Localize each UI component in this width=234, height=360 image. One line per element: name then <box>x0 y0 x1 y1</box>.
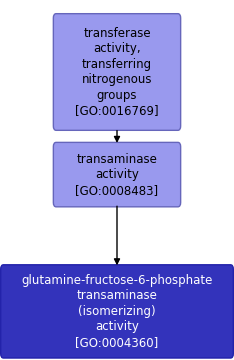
FancyBboxPatch shape <box>53 14 181 130</box>
Text: glutamine-fructose-6-phosphate
transaminase
(isomerizing)
activity
[GO:0004360]: glutamine-fructose-6-phosphate transamin… <box>21 274 213 349</box>
Text: transaminase
activity
[GO:0008483]: transaminase activity [GO:0008483] <box>75 153 159 197</box>
FancyBboxPatch shape <box>53 142 181 207</box>
FancyBboxPatch shape <box>1 265 233 358</box>
Text: transferase
activity,
transferring
nitrogenous
groups
[GO:0016769]: transferase activity, transferring nitro… <box>75 27 159 117</box>
